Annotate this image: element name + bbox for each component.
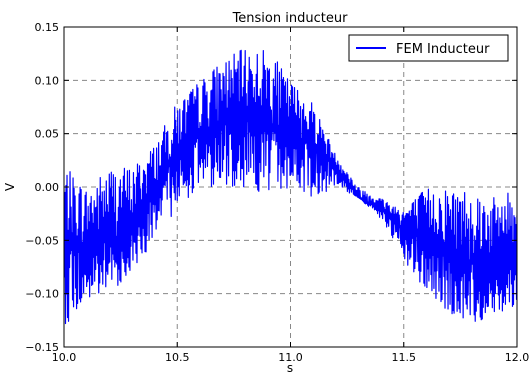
legend: FEM Inducteur	[348, 34, 509, 62]
x-axis-ticks: 10.0 10.5 11.0 11.5 12.0	[52, 27, 530, 364]
y-tick-label: 0.05	[35, 128, 60, 141]
y-tick-label: 0.15	[35, 21, 60, 34]
y-tick-label: 0.00	[35, 181, 60, 194]
y-axis-ticks: −0.15 −0.10 −0.05 0.00 0.05 0.10 0.15	[25, 21, 517, 354]
x-tick-label: 11.5	[392, 351, 417, 364]
legend-label: FEM Inducteur	[396, 42, 490, 57]
y-tick-label: 0.10	[35, 74, 60, 87]
x-tick-label: 12.0	[505, 351, 530, 364]
y-axis-label: V	[3, 182, 17, 191]
x-axis-label: s	[287, 361, 293, 373]
y-tick-label: −0.05	[25, 234, 59, 247]
chart-title: Tension inducteur	[232, 11, 349, 26]
series-line-fem-inducteur	[64, 49, 517, 325]
y-tick-label: −0.15	[25, 341, 59, 354]
x-tick-label: 10.0	[52, 351, 77, 364]
x-tick-label: 10.5	[165, 351, 190, 364]
y-tick-label: −0.10	[25, 288, 59, 301]
x-tick-label: 11.0	[278, 351, 303, 364]
